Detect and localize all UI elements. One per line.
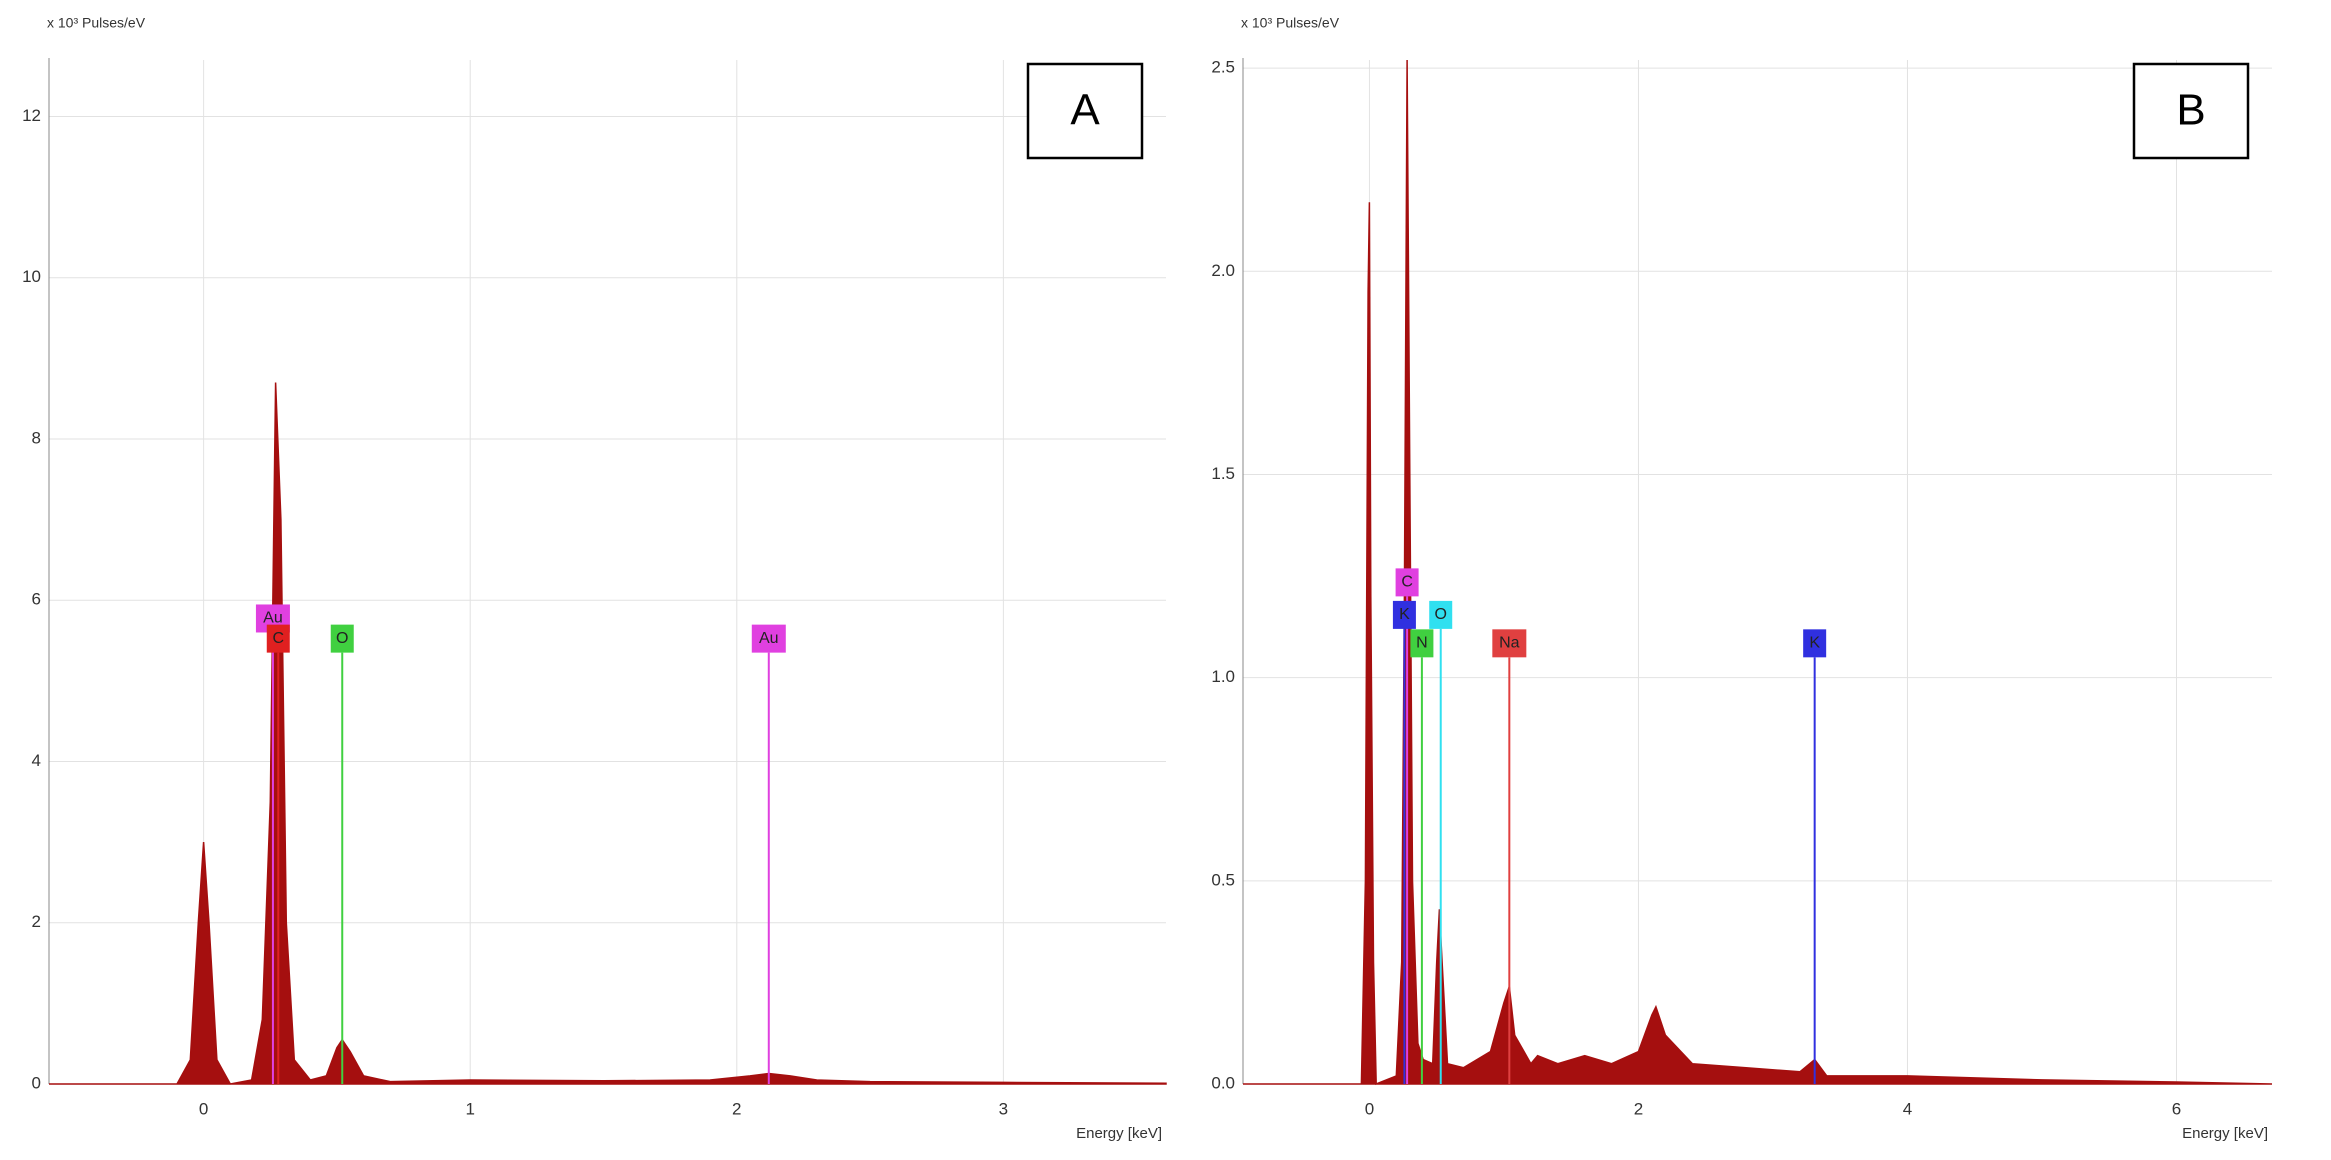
- element-label-box: [1392, 600, 1416, 629]
- x-tick-label: 0: [199, 1099, 208, 1118]
- element-label-box: [1492, 629, 1527, 658]
- element-label-box: [1410, 629, 1434, 658]
- y-tick-label: 1.5: [1211, 464, 1235, 483]
- y-tick-label: 12: [22, 106, 41, 125]
- element-label: C: [272, 630, 284, 647]
- x-axis-label: Energy [keV]: [1076, 1125, 1162, 1142]
- y-tick-label: 0: [32, 1073, 41, 1092]
- x-tick-label: 3: [999, 1099, 1008, 1118]
- y-tick-label: 1.0: [1211, 667, 1235, 686]
- x-tick-label: 4: [1903, 1099, 1912, 1118]
- spectrum: [1243, 59, 2273, 1086]
- y-tick-label: 8: [32, 428, 41, 447]
- element-label-box: [751, 624, 786, 653]
- element-label: C: [1401, 574, 1413, 591]
- element-label: Na: [1499, 635, 1520, 652]
- element-label: Au: [263, 610, 283, 627]
- x-tick-label: 6: [2172, 1099, 2181, 1118]
- element-label-box: [266, 624, 290, 653]
- panel: 0.00.51.01.52.02.50 2 4 6CK ON Na Kx 10³ Pulse…: [1211, 15, 2273, 1142]
- plot-area: [49, 60, 1166, 1084]
- panel-label-box: [1026, 62, 1144, 160]
- element-label: N: [1416, 635, 1428, 652]
- y-tick-label: 2: [32, 912, 41, 931]
- panel-label: A: [1070, 86, 1100, 135]
- element-label: K: [1399, 606, 1410, 623]
- element-label-box: [1803, 629, 1827, 658]
- y-tick-label: 2.5: [1211, 58, 1235, 77]
- y-tick-label: 4: [32, 751, 41, 770]
- x-tick-label: 1: [465, 1099, 474, 1118]
- y-tick-label: 6: [32, 590, 41, 609]
- y-tick-label: 2.0: [1211, 261, 1235, 280]
- y-tick-label: 0.5: [1211, 870, 1235, 889]
- y-axis-label: x 10³ Pulses/eV: [47, 15, 146, 31]
- element-label: O: [1435, 606, 1447, 623]
- y-tick-label: 0.0: [1211, 1073, 1235, 1092]
- y-axis-label: x 10³ Pulses/eV: [1241, 15, 1340, 31]
- x-tick-label: 2: [732, 1099, 741, 1118]
- element-label-box: [1395, 568, 1419, 597]
- x-axis-label: Energy [keV]: [2182, 1125, 2268, 1142]
- y-tick-label: 10: [22, 267, 41, 286]
- element-label-box: [1429, 600, 1453, 629]
- panel-label-box: [2132, 62, 2250, 160]
- panel-label: B: [2176, 86, 2205, 135]
- x-tick-label: 2: [1634, 1099, 1643, 1118]
- element-label: Au: [759, 630, 779, 647]
- element-label: K: [1809, 635, 1820, 652]
- x-tick-label: 0: [1365, 1099, 1374, 1118]
- element-label: O: [336, 630, 348, 647]
- element-label-box: [330, 624, 354, 653]
